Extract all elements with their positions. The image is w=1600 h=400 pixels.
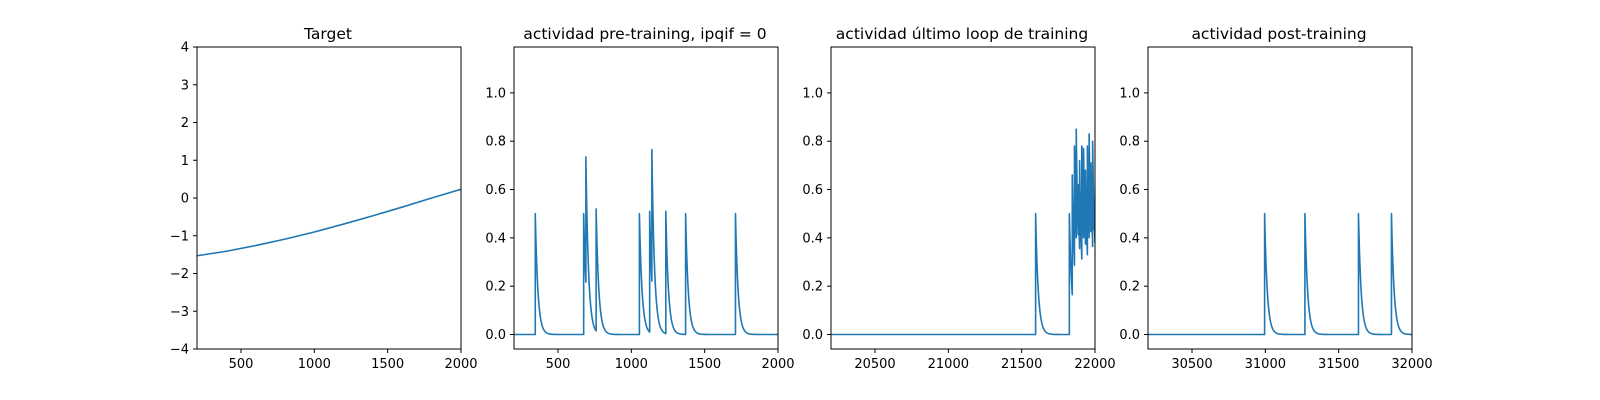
series-line — [514, 148, 778, 336]
y-tick-label: −3 — [170, 305, 189, 320]
y-tick-label: 2 — [181, 116, 189, 131]
x-tick-label: 21000 — [928, 357, 969, 372]
x-tick-label: 22000 — [1074, 357, 1115, 372]
y-tick-label: 0.6 — [485, 183, 506, 198]
axes-frame — [196, 46, 462, 350]
x-tick-label: 31500 — [1318, 357, 1359, 372]
y-tick-label: 4 — [181, 41, 189, 56]
panel-title: actividad último loop de training — [836, 25, 1088, 43]
y-tick-label: 3 — [181, 78, 189, 93]
x-tick-label: 1500 — [688, 357, 721, 372]
y-tick-label: 0.4 — [802, 231, 823, 246]
x-tick-label: 1000 — [298, 357, 331, 372]
axes-frame — [1147, 46, 1413, 350]
x-tick-label: 1500 — [371, 357, 404, 372]
pre-training-panel: actividad pre-training, ipqif = 0 500 100… — [485, 25, 794, 372]
y-tick-label: 0.6 — [802, 183, 823, 198]
x-tick-label: 2000 — [444, 357, 477, 372]
x-tick-label: 1000 — [615, 357, 648, 372]
axes-frame — [513, 46, 779, 350]
panel-title: Target — [303, 25, 352, 43]
y-tick-label: −2 — [170, 267, 189, 282]
x-tick-label: 2000 — [761, 357, 794, 372]
axes-frame — [830, 46, 1096, 350]
y-tick-label: −1 — [170, 229, 189, 244]
y-tick-label: 0.8 — [1119, 135, 1140, 150]
x-tick-label: 20500 — [854, 357, 895, 372]
x-tick-label: 32000 — [1391, 357, 1432, 372]
y-tick-label: 0.0 — [802, 328, 823, 343]
y-tick-label: 1.0 — [485, 86, 506, 101]
y-tick-label: 0.4 — [485, 231, 506, 246]
series-line — [197, 188, 461, 257]
last-loop-panel: actividad último loop de training 20500 2… — [802, 25, 1115, 372]
x-tick-label: 21500 — [1001, 357, 1042, 372]
y-tick-label: 0 — [181, 192, 189, 207]
y-tick-label: 0.8 — [802, 135, 823, 150]
y-tick-label: 0.2 — [485, 280, 506, 295]
y-tick-label: 1.0 — [1119, 86, 1140, 101]
y-tick-label: 0.8 — [485, 135, 506, 150]
y-tick-label: 0.4 — [1119, 231, 1140, 246]
y-tick-label: 1.0 — [802, 86, 823, 101]
panel-title: actividad post-training — [1191, 25, 1366, 43]
x-tick-label: 30500 — [1171, 357, 1212, 372]
series-line — [831, 128, 1095, 336]
x-tick-label: 500 — [546, 357, 571, 372]
y-tick-label: 1 — [181, 154, 189, 169]
y-tick-label: 0.2 — [1119, 280, 1140, 295]
panel-title: actividad pre-training, ipqif = 0 — [523, 25, 766, 43]
series-line — [1148, 212, 1412, 336]
x-tick-label: 500 — [229, 357, 254, 372]
y-tick-label: −4 — [170, 343, 189, 358]
y-tick-label: 0.0 — [1119, 328, 1140, 343]
target-panel: Target 500 1000 1500 2000 −4 −3 −2 −1 0 1 2 3 4 — [170, 25, 478, 372]
y-tick-label: 0.6 — [1119, 183, 1140, 198]
y-tick-label: 0.0 — [485, 328, 506, 343]
y-tick-label: 0.2 — [802, 280, 823, 295]
x-tick-label: 31000 — [1245, 357, 1286, 372]
post-training-panel: actividad post-training 30500 31000 31500 3… — [1119, 25, 1432, 372]
